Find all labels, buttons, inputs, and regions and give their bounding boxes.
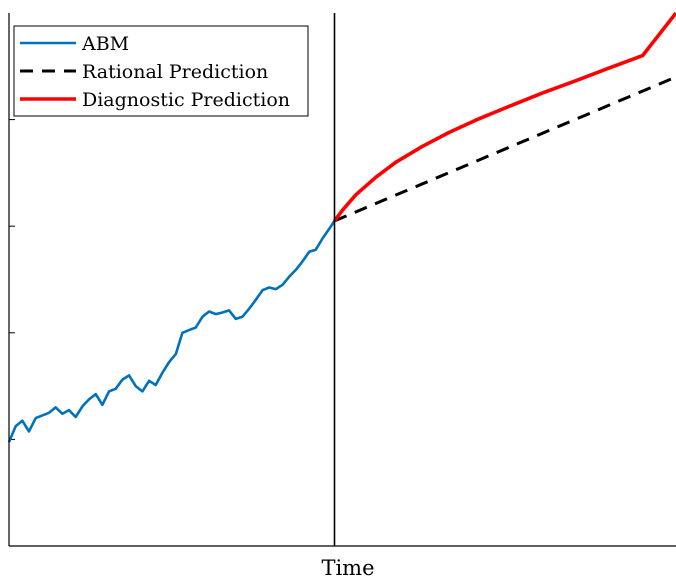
- legend-box: [13, 25, 309, 117]
- legend-label-diagnostic: Diagnostic Prediction: [82, 89, 290, 111]
- legend-label-abm: ABM: [81, 33, 129, 55]
- legend-label-rational: Rational Prediction: [82, 61, 268, 83]
- x-axis-label: Time: [321, 556, 374, 578]
- series-line-abm: [7, 220, 336, 443]
- series-layer: [7, 11, 676, 443]
- legend: ABM Rational Prediction Diagnostic Predi…: [13, 25, 309, 117]
- series-line-diagnostic-prediction: [333, 11, 676, 222]
- series-line-rational-prediction: [333, 75, 676, 223]
